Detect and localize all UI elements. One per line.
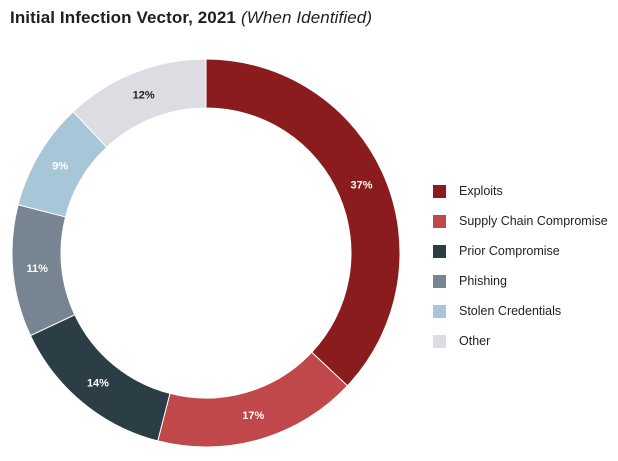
data-label-supply-chain-compromise: 17% xyxy=(242,410,264,422)
data-label-other: 12% xyxy=(133,89,155,101)
legend-swatch xyxy=(433,274,446,288)
chart-legend: Exploits Supply Chain Compromise Prior Com… xyxy=(433,176,608,356)
data-label-stolen-credentials: 9% xyxy=(52,161,68,173)
legend-swatch xyxy=(433,334,446,348)
legend-label: Stolen Credentials xyxy=(459,304,562,318)
slice-supply-chain-compromise xyxy=(157,351,349,448)
legend-item-phishing: Phishing xyxy=(433,266,608,296)
slice-other xyxy=(72,58,207,149)
data-label-exploits: 37% xyxy=(351,180,373,192)
legend-label: Other xyxy=(459,334,491,348)
chart-title: Initial Infection Vector, 2021 (When Iden… xyxy=(10,8,372,28)
legend-swatch xyxy=(433,244,446,258)
legend-swatch xyxy=(433,214,446,228)
legend-label: Supply Chain Compromise xyxy=(459,214,608,228)
legend-item-other: Other xyxy=(433,326,608,356)
legend-item-stolen-credentials: Stolen Credentials xyxy=(433,296,608,326)
legend-swatch xyxy=(433,304,446,318)
chart-subtitle: (When Identified) xyxy=(240,8,373,27)
legend-swatch xyxy=(433,184,446,198)
legend-label: Prior Compromise xyxy=(459,244,560,258)
legend-label: Exploits xyxy=(459,184,503,198)
legend-item-prior-compromise: Prior Compromise xyxy=(433,236,608,266)
legend-item-exploits: Exploits xyxy=(433,176,608,206)
chart-title-text: Initial Infection Vector, 2021 xyxy=(10,8,236,27)
data-label-phishing: 11% xyxy=(27,263,49,275)
legend-label: Phishing xyxy=(459,274,507,288)
slice-exploits xyxy=(205,58,401,387)
data-label-prior-compromise: 14% xyxy=(87,378,109,390)
legend-item-supply-chain-compromise: Supply Chain Compromise xyxy=(433,206,608,236)
